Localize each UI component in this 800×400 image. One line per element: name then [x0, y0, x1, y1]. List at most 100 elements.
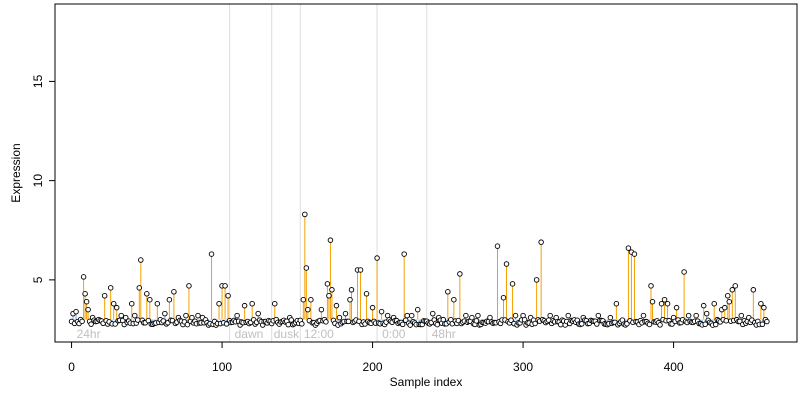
data-point — [225, 293, 231, 299]
data-point — [186, 283, 192, 289]
data-point — [357, 267, 364, 273]
data-point — [329, 287, 335, 293]
data-point — [759, 321, 766, 328]
separator-lines — [229, 4, 428, 342]
data-point — [333, 302, 340, 309]
data-point — [336, 314, 343, 321]
data-point — [348, 287, 355, 293]
data-point — [324, 281, 331, 287]
data-point — [673, 304, 680, 311]
data-point — [649, 298, 656, 305]
data-point — [722, 304, 728, 311]
data-point — [404, 312, 410, 319]
data-point — [107, 285, 114, 291]
data-point — [414, 306, 421, 313]
data-point — [216, 300, 222, 307]
data-point — [80, 274, 87, 280]
data-point — [184, 321, 191, 328]
data-point — [299, 321, 305, 327]
data-point — [631, 251, 638, 257]
data-point — [303, 265, 310, 271]
data-point — [681, 269, 687, 275]
data-point — [118, 312, 124, 319]
data-point — [657, 322, 663, 328]
x-tick-label-4: 400 — [664, 360, 684, 374]
data-point — [345, 318, 352, 325]
x-tick-label-2: 200 — [363, 360, 383, 374]
data-point — [445, 289, 451, 295]
data-point — [729, 287, 736, 293]
data-point — [401, 251, 407, 257]
x-tick-label-3: 300 — [513, 360, 533, 374]
y-tick-label-0: 5 — [31, 276, 45, 283]
data-point — [195, 312, 201, 319]
data-point — [162, 310, 168, 317]
data-point — [369, 304, 376, 311]
data-point — [661, 296, 668, 303]
data-point — [323, 319, 329, 325]
data-point — [145, 317, 152, 324]
data-point — [473, 318, 480, 324]
annotation-label-5: 48hr — [432, 327, 456, 341]
y-axis: 5 10 15 — [31, 74, 55, 283]
data-point — [374, 255, 380, 261]
data-point — [85, 306, 91, 313]
data-point — [750, 287, 757, 293]
annotation-label-2: dusk — [274, 327, 300, 341]
data-point — [579, 321, 585, 327]
annotation-label-0: 24hr — [77, 327, 101, 341]
data-point — [378, 308, 385, 315]
data-point — [408, 312, 415, 319]
data-point — [110, 300, 117, 307]
data-point — [711, 300, 717, 307]
data-point — [702, 321, 708, 327]
data-point — [532, 320, 538, 327]
data-point — [494, 243, 501, 249]
y-axis-title: Expression — [9, 143, 23, 202]
data-point — [712, 321, 719, 328]
data-point — [166, 296, 173, 303]
data-point — [503, 261, 510, 267]
data-point — [595, 312, 602, 319]
data-point — [738, 312, 745, 319]
data-point — [327, 237, 334, 243]
data-point — [685, 312, 692, 319]
data-point — [457, 271, 463, 277]
data-point — [725, 293, 731, 299]
x-axis-title: Sample index — [390, 375, 463, 389]
y-tick-label-1: 10 — [31, 174, 45, 188]
data-point — [122, 314, 129, 321]
data-point — [533, 277, 540, 283]
data-point — [183, 312, 189, 319]
expression-points — [68, 211, 770, 328]
data-point — [347, 296, 353, 303]
data-point — [500, 294, 507, 301]
x-tick-label-1: 100 — [212, 360, 232, 374]
data-point — [288, 317, 295, 323]
data-point — [512, 312, 519, 319]
data-point — [732, 283, 739, 289]
data-point — [222, 283, 228, 289]
y-tick-label-2: 15 — [31, 74, 45, 88]
data-point — [764, 318, 770, 325]
data-point — [147, 296, 153, 303]
data-point — [625, 245, 632, 251]
data-point — [646, 321, 653, 328]
data-point — [241, 302, 248, 309]
data-point — [451, 296, 457, 303]
data-point — [255, 310, 261, 317]
data-point — [135, 317, 141, 323]
data-point — [112, 321, 118, 327]
data-point — [249, 300, 255, 307]
data-point — [129, 300, 135, 307]
data-point — [154, 300, 161, 307]
data-point — [723, 317, 730, 324]
data-point — [693, 312, 699, 319]
data-point — [132, 312, 138, 319]
data-point — [318, 306, 325, 313]
data-point — [761, 304, 767, 311]
data-point — [407, 322, 413, 328]
data-point — [463, 312, 469, 319]
